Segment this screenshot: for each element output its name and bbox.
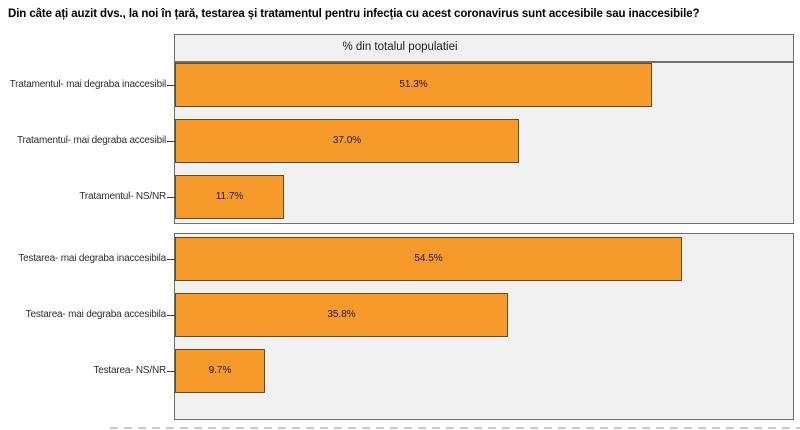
category-tick xyxy=(167,315,175,316)
bar-testarea-1: 35.8% xyxy=(175,293,508,337)
bar-tratamentul-1: 37.0% xyxy=(175,119,519,163)
category-label: Tratamentul- mai degraba inaccesibil xyxy=(9,79,167,90)
category-label: Testarea- NS/NR xyxy=(93,365,166,376)
bar-tratamentul-2: 11.7% xyxy=(175,175,284,219)
category-tick xyxy=(167,85,175,86)
page-break-dotted-line xyxy=(110,427,800,429)
bar-value-label: 35.8% xyxy=(327,309,356,320)
category-label: Tratamentul- NS/NR xyxy=(79,191,166,202)
bar-value-label: 9.7% xyxy=(208,365,232,376)
bar-value-label: 51.3% xyxy=(399,79,428,90)
bar-testarea-2: 9.7% xyxy=(175,349,265,393)
bar-value-label: 11.7% xyxy=(215,191,244,202)
category-tick xyxy=(167,141,175,142)
bar-testarea-0: 54.5% xyxy=(175,237,682,281)
bar-value-label: 37.0% xyxy=(332,135,362,146)
category-label: Testarea- mai degraba inaccesibila xyxy=(18,253,166,264)
panel-header-label: % din totalul populatiei xyxy=(342,41,458,53)
bar-tratamentul-0: 51.3% xyxy=(175,63,652,107)
category-tick xyxy=(167,197,175,198)
category-tick xyxy=(167,371,175,372)
bar-value-label: 54.5% xyxy=(414,253,443,264)
panel-header-box xyxy=(174,34,794,62)
category-label: Testarea- mai degraba accesibila xyxy=(25,309,167,320)
category-label: Tratamentul- mai degraba accesibil xyxy=(16,135,166,146)
category-tick xyxy=(167,259,175,260)
chart-title: Din câte ați auzit dvs., la noi în țară,… xyxy=(8,8,700,20)
